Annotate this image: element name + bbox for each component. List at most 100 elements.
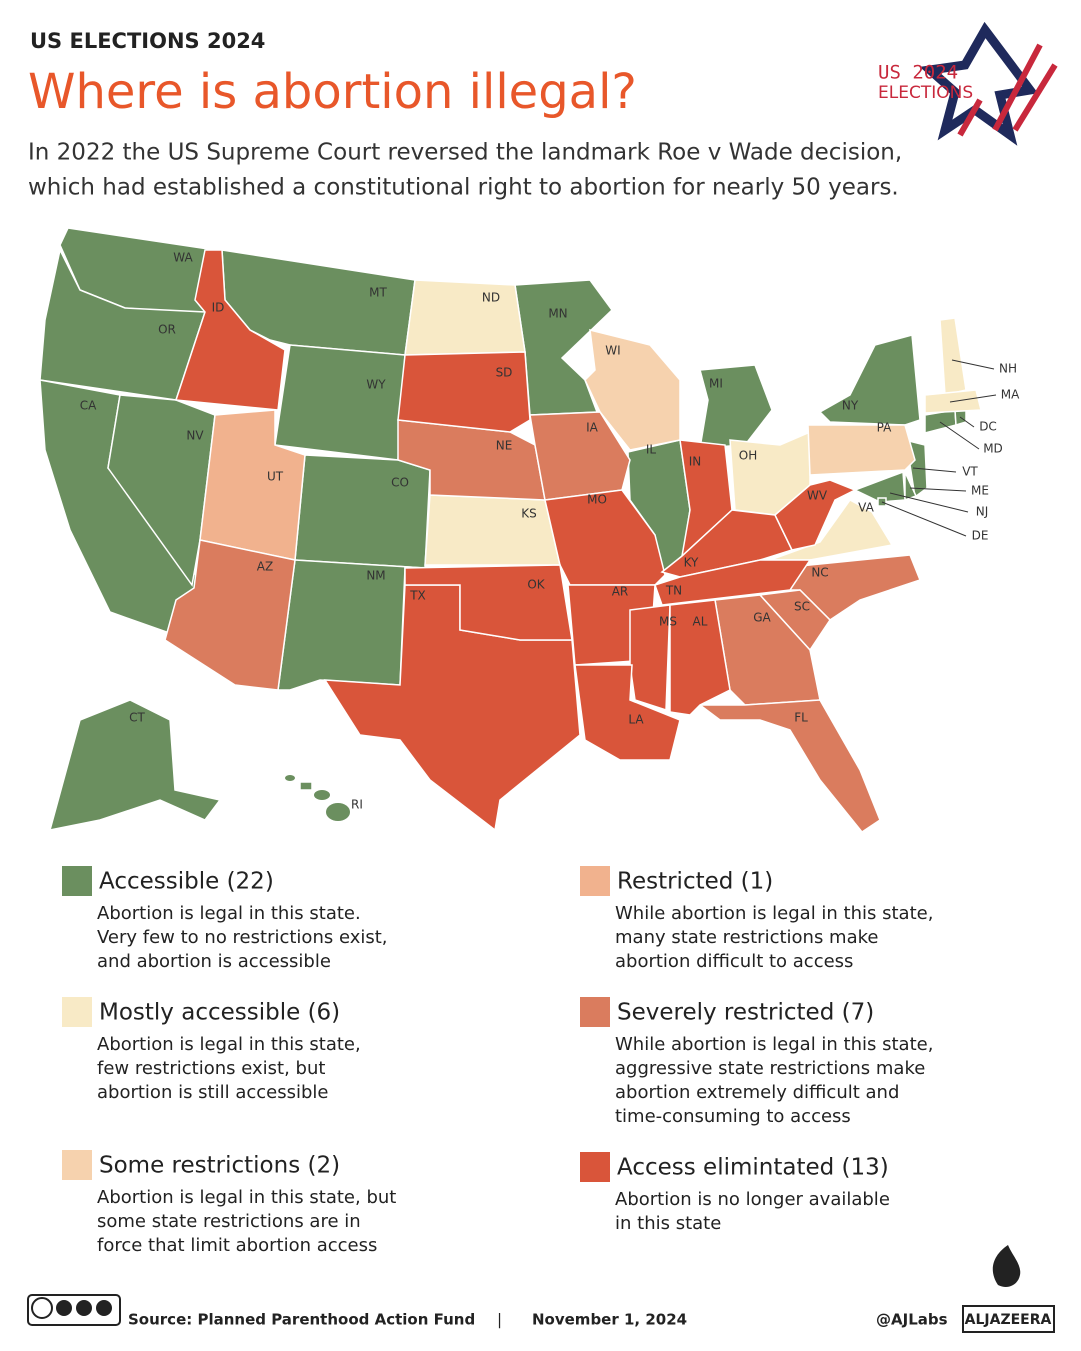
leader-line	[889, 492, 969, 513]
state-label: VA	[858, 501, 874, 515]
legend-description: few restrictions exist, but	[97, 1058, 325, 1079]
source: Source: Planned Parenthood Action Fund	[128, 1311, 475, 1329]
state	[939, 317, 967, 396]
state-label: CA	[80, 399, 97, 413]
state-label: ID	[212, 301, 225, 315]
state-label: SC	[794, 600, 810, 614]
legend-description: While abortion is legal in this state,	[615, 1034, 933, 1055]
leader-line	[949, 394, 997, 403]
legend-title: Access elimintated (13)	[617, 1155, 889, 1181]
brand-box	[962, 1305, 1055, 1333]
leader-line	[939, 421, 980, 450]
legend-description: many state restrictions make	[615, 927, 878, 948]
state	[274, 344, 406, 461]
state-label: ME	[971, 484, 989, 498]
cc-icon	[31, 1297, 53, 1319]
subtitle: which had established a constitutional r…	[28, 175, 899, 201]
date: November 1, 2024	[532, 1311, 687, 1329]
state	[774, 479, 857, 551]
state-label: CO	[391, 476, 409, 490]
legend-swatch	[580, 997, 610, 1027]
logo-text: ELECTIONS	[878, 83, 973, 103]
legend-title: Mostly accessible (6)	[99, 1000, 340, 1026]
state	[174, 249, 286, 411]
legend-description: Very few to no restrictions exist,	[97, 927, 388, 948]
state-label: NH	[999, 362, 1017, 376]
legend-title: Severely restricted (7)	[617, 1000, 874, 1026]
state-label: IN	[689, 455, 702, 469]
state-label: OH	[739, 449, 757, 463]
state-label: DC	[979, 420, 997, 434]
subtitle: In 2022 the US Supreme Court reversed th…	[28, 140, 902, 166]
legend-description: Abortion is legal in this state,	[97, 1034, 361, 1055]
state-label: NE	[496, 439, 513, 453]
state-label: MI	[709, 377, 723, 391]
state	[807, 424, 916, 476]
state-label: MS	[659, 615, 677, 629]
state-label: PA	[877, 421, 892, 435]
state-label: AL	[693, 615, 708, 629]
legend-description: time-consuming to access	[615, 1106, 851, 1127]
state-label: OK	[527, 578, 545, 592]
brand-mark	[992, 1245, 1021, 1287]
legend-title: Restricted (1)	[617, 869, 773, 895]
state	[629, 604, 671, 712]
state-label: DE	[972, 529, 989, 543]
legend-swatch	[62, 866, 92, 896]
state-label: NY	[842, 399, 859, 413]
state	[669, 599, 731, 716]
logo-stripes	[957, 43, 1058, 137]
island	[326, 803, 350, 821]
state-label: IA	[586, 421, 599, 435]
title: Where is abortion illegal?	[28, 64, 637, 120]
state	[853, 470, 906, 503]
state-label: MN	[548, 307, 567, 321]
leader-line	[881, 501, 967, 537]
legend-description: aggressive state restrictions make	[615, 1058, 925, 1079]
state	[697, 699, 881, 834]
state	[544, 489, 666, 586]
state-label: IL	[646, 443, 657, 457]
legend-description: force that limit abortion access	[97, 1235, 377, 1256]
island	[314, 790, 330, 800]
state-label: NM	[366, 569, 385, 583]
state	[818, 334, 921, 426]
state-label: WI	[605, 344, 620, 358]
legend-description: in this state	[615, 1213, 721, 1234]
legend-description: abortion is still accessible	[97, 1082, 329, 1103]
state-label: LA	[628, 713, 644, 727]
state	[294, 454, 431, 569]
state-label: MD	[983, 442, 1003, 456]
state-label: VT	[962, 465, 978, 479]
state-label: NV	[186, 429, 204, 443]
state-label: KY	[684, 556, 699, 570]
state	[404, 564, 573, 641]
state-label: MT	[369, 286, 387, 300]
state	[574, 664, 681, 761]
state-label: WA	[173, 251, 193, 265]
legend-swatch	[62, 1150, 92, 1180]
legend-swatch	[62, 997, 92, 1027]
leader-line	[959, 416, 975, 428]
state-label: NC	[811, 566, 828, 580]
state-label: KS	[521, 507, 537, 521]
state-label: TN	[665, 584, 682, 598]
brand: ALJAZEERA	[965, 1312, 1052, 1328]
state-label: OR	[158, 323, 176, 337]
cc-icon	[76, 1300, 92, 1316]
state-label: GA	[753, 611, 771, 625]
logo-text: US 2024	[878, 62, 958, 84]
handle: @AJLabs	[876, 1311, 948, 1329]
legend-title: Accessible (22)	[99, 869, 274, 895]
state-label: AZ	[257, 560, 273, 574]
state-label: UT	[267, 470, 284, 484]
map: WA OR CA NV MT WY CO NM MN IL MI NY VT ME NJ DE MD DC CT RI…	[39, 227, 1020, 834]
state-label: WV	[807, 489, 828, 503]
legend-title: Some restrictions (2)	[99, 1153, 340, 1179]
separator: |	[497, 1311, 502, 1329]
state-label: FL	[794, 711, 808, 725]
state	[584, 329, 681, 451]
state-label: TX	[409, 589, 426, 603]
